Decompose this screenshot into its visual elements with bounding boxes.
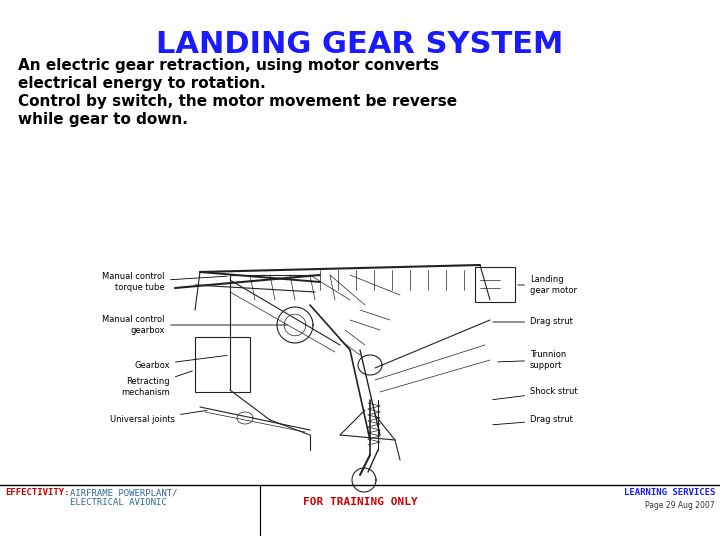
Text: FOR TRAINING ONLY: FOR TRAINING ONLY [302,497,418,507]
Text: Gearbox: Gearbox [135,355,228,369]
Bar [195,337,250,392]
Text: Drag strut: Drag strut [492,318,573,327]
Text: Drag strut: Drag strut [492,415,573,425]
Text: Trunnion
support: Trunnion support [498,350,566,370]
Text: Universal joints: Universal joints [110,410,207,424]
Text: while gear to down.: while gear to down. [18,112,188,127]
Text: An electric gear retraction, using motor converts: An electric gear retraction, using motor… [18,58,439,73]
Text: Manual control
torque tube: Manual control torque tube [102,272,228,292]
Text: EFFECTIVITY:: EFFECTIVITY: [5,488,70,497]
Text: Manual control
gearbox: Manual control gearbox [102,315,287,335]
Bar [475,267,515,302]
Text: Page 29 Aug 2007: Page 29 Aug 2007 [645,501,715,510]
Text: LANDING GEAR SYSTEM: LANDING GEAR SYSTEM [156,30,564,59]
Text: AIRFRAME POWERPLANT/
ELECTRICAL AVIONIC: AIRFRAME POWERPLANT/ ELECTRICAL AVIONIC [70,488,178,508]
Text: Landing
gear motor: Landing gear motor [518,275,577,295]
Text: Retracting
mechanism: Retracting mechanism [121,371,192,397]
Text: LEARNING SERVICES: LEARNING SERVICES [624,488,715,497]
Text: electrical energy to rotation.: electrical energy to rotation. [18,76,266,91]
Text: Shock strut: Shock strut [492,388,577,400]
Text: Control by switch, the motor movement be reverse: Control by switch, the motor movement be… [18,94,457,109]
